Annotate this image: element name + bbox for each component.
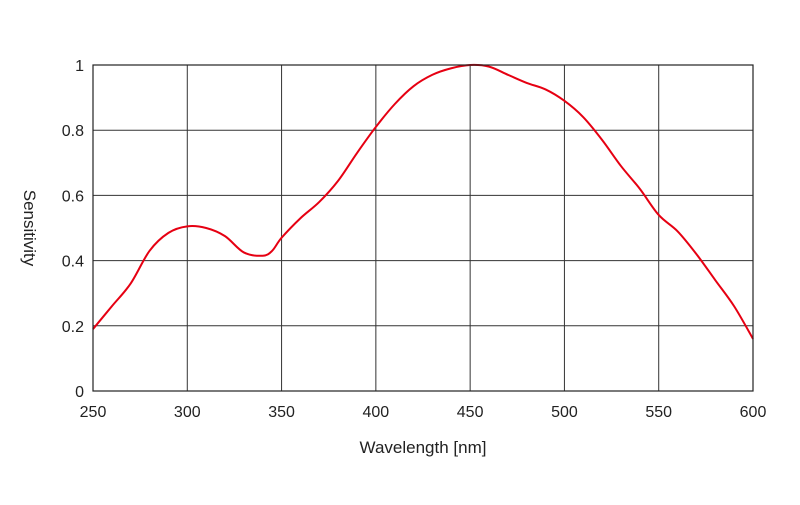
y-tick-label: 0.8	[62, 123, 84, 140]
x-tick-label: 400	[363, 404, 390, 421]
x-tick-label: 600	[740, 404, 767, 421]
y-tick-label: 0	[75, 384, 84, 401]
x-tick-label: 500	[551, 404, 578, 421]
x-tick-label: 550	[645, 404, 672, 421]
plot-frame	[92, 64, 754, 392]
y-axis-label: Sensitivity	[20, 190, 39, 267]
series-line	[92, 63, 754, 340]
y-tick-label: 1	[75, 58, 84, 75]
x-axis-label: Wavelength [nm]	[360, 438, 487, 457]
y-tick-label: 0.2	[62, 319, 84, 336]
x-tick-label: 300	[174, 404, 201, 421]
y-tick-label: 0.4	[62, 254, 84, 271]
x-tick-label: 250	[80, 404, 107, 421]
x-tick-label: 450	[457, 404, 484, 421]
tick-labels: 250 300 350 400 450 500 550 600 0 0.2 0.4 0.6 0.8 1	[62, 58, 767, 421]
y-tick-label: 0.6	[62, 188, 84, 205]
grid	[92, 64, 754, 392]
x-tick-label: 350	[268, 404, 295, 421]
